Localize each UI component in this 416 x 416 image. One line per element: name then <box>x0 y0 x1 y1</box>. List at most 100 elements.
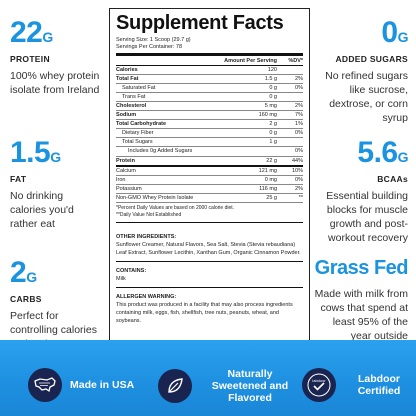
contains-title: CONTAINS: <box>116 267 147 274</box>
nutrient-amount: 1 g <box>213 137 283 148</box>
nutrient-dv <box>283 92 303 103</box>
nutrient-amount: 0 g <box>213 128 283 139</box>
allergen-title: ALLERGEN WARNING: <box>116 293 177 300</box>
facts-title: Supplement Facts <box>116 12 284 34</box>
nutrient-dv: 0% <box>283 175 303 185</box>
amount-header: Amount Per Serving <box>213 57 283 67</box>
nutrient-dv: 2% <box>283 74 303 85</box>
nutrient-dv: ** <box>283 193 303 203</box>
facts-header-row: Amount Per Serving %DV* <box>116 57 303 67</box>
nutrient-dv <box>283 137 303 148</box>
servings-per-container: Servings Per Container: 78 <box>116 44 183 50</box>
nutrient-amount: 0 g <box>213 92 283 103</box>
facts-row: Cholesterol 5 mg 2% <box>116 101 303 112</box>
nutrient-amount: 121 mg <box>213 165 283 176</box>
protein-desc: 100% whey protein isolate from Ireland <box>10 70 100 96</box>
nutrient-label: Potassium <box>116 184 213 194</box>
nutrient-label: Calcium <box>116 165 213 176</box>
nutrient-amount: 120 <box>213 65 283 76</box>
dv-header: %DV* <box>283 57 303 67</box>
facts-row: Total Carbohydrate 2 g 1% <box>116 119 303 130</box>
bcaa-desc: Essential building blocks for muscle gro… <box>326 190 408 244</box>
nutrient-dv: 44% <box>283 156 303 167</box>
contains-text: Milk <box>116 275 126 282</box>
made-in-usa-badge: Made in USA <box>28 368 134 402</box>
thick-rule <box>116 53 303 56</box>
facts-row: Non-GMO Whey Protein Isolate 25 g ** <box>116 193 303 203</box>
nutrient-amount: 1.5 g <box>213 74 283 85</box>
dv-not-established-note: **Daily Value Not Established <box>116 212 182 219</box>
bcaa-stat: 5.6G BCAAs Essential building blocks for… <box>310 138 408 245</box>
nutrient-label: Saturated Fat <box>116 83 213 94</box>
sugars-stat: 0G ADDED SUGARS No refined sugars like s… <box>316 18 408 125</box>
nutrient-amount: 0 g <box>213 83 283 94</box>
facts-row: Total Fat 1.5 g 2% <box>116 74 303 85</box>
leaf-icon <box>158 369 192 404</box>
sugars-desc: No refined sugars like sucrose, dextrose… <box>325 70 408 124</box>
fat-desc: No drinking calories you'd rather eat <box>10 190 74 230</box>
nutrient-label: Calories <box>116 65 213 76</box>
svg-text:labdoor: labdoor <box>312 378 326 383</box>
grassfed-value: Grass Fed <box>314 257 409 279</box>
supplement-facts-panel: Supplement Facts Serving Size: 1 Scoop (… <box>109 8 310 356</box>
nutrient-amount: 25 g <box>213 193 283 203</box>
labdoor-icon: labdoor <box>302 368 336 402</box>
sugars-value: 0G <box>381 16 408 49</box>
facts-row: Total Sugars 1 g <box>116 137 303 148</box>
carbs-value: 2G <box>10 256 37 289</box>
facts-row: Calories 120 <box>116 65 303 76</box>
other-ingredients: OTHER INGREDIENTS: Sunflower Creamer, Na… <box>116 234 303 262</box>
labdoor-certified-badge: labdoor Labdoor Certified <box>302 368 414 402</box>
nutrient-dv: 10% <box>283 165 303 176</box>
bcaa-value: 5.6G <box>357 136 408 169</box>
nutrient-label: Iron <box>116 175 213 185</box>
contains-section: CONTAINS: Milk <box>116 268 303 288</box>
facts-row: Includes 0g Added Sugars 0% <box>116 146 303 157</box>
nutrient-amount: 0 mg <box>213 175 283 185</box>
made-in-usa-label: Made in USA <box>70 378 135 391</box>
nutrient-label: Cholesterol <box>116 101 213 112</box>
ingredients-text: Sunflower Creamer, Natural Flavors, Sea … <box>116 241 301 256</box>
facts-row: Protein 22 g 44% <box>116 156 303 167</box>
nutrient-label: Includes 0g Added Sugars <box>116 146 213 157</box>
grassfed-stat: Grass Fed Made with milk from cows that … <box>310 257 409 343</box>
nutrient-label: Total Carbohydrate <box>116 119 213 130</box>
nutrient-label: Non-GMO Whey Protein Isolate <box>116 193 213 203</box>
serving-size: Serving Size: 1 Scoop (29.7 g) <box>116 37 191 43</box>
facts-row: Sodium 160 mg 7% <box>116 110 303 121</box>
ingredients-title: OTHER INGREDIENTS: <box>116 233 177 240</box>
nutrient-amount: 160 mg <box>213 110 283 121</box>
facts-notes: *Percent Daily Values are based on 2000 … <box>116 205 303 220</box>
contains-rule <box>116 286 303 288</box>
facts-table: Amount Per Serving %DV* Calories 120 Total… <box>116 57 303 203</box>
nutrient-dv <box>283 65 303 76</box>
naturally-sweetened-badge: Naturally Sweetened and Flavored <box>158 368 300 404</box>
badges-row: Made in USA Naturally Sweetened and Flav… <box>0 368 416 416</box>
nutrient-label: Total Sugars <box>116 137 213 148</box>
labdoor-certified-label: Labdoor Certified <box>357 372 401 397</box>
nutrient-label: Dietary Fiber <box>116 128 213 139</box>
protein-stat: 22G PROTEIN 100% whey protein isolate fr… <box>10 18 102 98</box>
nutrient-amount: 2 g <box>213 119 283 130</box>
nutrient-dv: 1% <box>283 119 303 130</box>
facts-row: Iron 0 mg 0% <box>116 175 303 185</box>
bcaa-label: BCAAs <box>377 174 408 184</box>
nutrient-dv: 0% <box>283 128 303 139</box>
nutrient-dv: 2% <box>283 184 303 194</box>
nutrient-dv: 0% <box>283 146 303 157</box>
nutrient-amount: 116 mg <box>213 184 283 194</box>
notes-rule <box>116 221 303 223</box>
fat-stat: 1.5G FAT No drinking calories you'd rath… <box>10 138 102 232</box>
carbs-label: CARBS <box>10 294 42 304</box>
allergen-section: ALLERGEN WARNING: This product was produ… <box>116 294 303 326</box>
fat-value: 1.5G <box>10 136 61 169</box>
grassfed-desc: Made with milk from cows that spend at l… <box>314 288 408 342</box>
nutrient-amount: 22 g <box>213 156 283 167</box>
sugars-label: ADDED SUGARS <box>335 54 408 64</box>
facts-row: Saturated Fat 0 g 0% <box>116 83 303 94</box>
usa-map-icon <box>28 368 62 402</box>
nutrient-label: Sodium <box>116 110 213 121</box>
nutrient-dv: 0% <box>283 83 303 94</box>
naturally-sweetened-label: Naturally Sweetened and Flavored <box>211 368 289 405</box>
